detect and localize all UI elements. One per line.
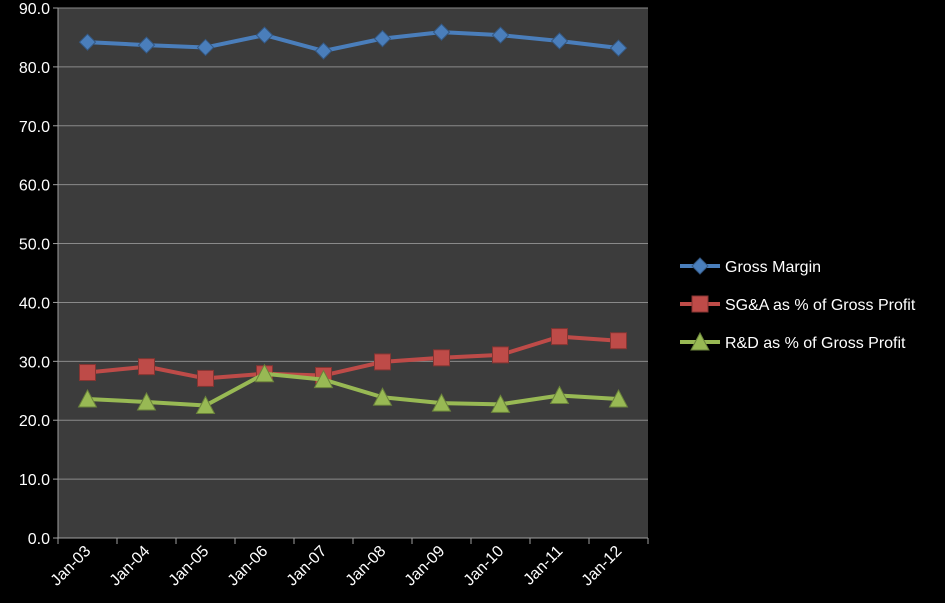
- series-line: [87, 334, 619, 381]
- data-point: [551, 328, 568, 346]
- data-point: [374, 353, 391, 371]
- data-point: [610, 332, 627, 350]
- y-tick-label: 10.0: [19, 472, 50, 489]
- x-tick-label: Jan-09: [402, 543, 449, 590]
- data-point: [431, 393, 452, 412]
- y-tick-label: 50.0: [19, 237, 50, 254]
- x-tick-label: Jan-10: [461, 543, 508, 590]
- y-tick-label: 90.0: [19, 1, 50, 18]
- legend-marker: [691, 295, 709, 313]
- y-tick-label: 20.0: [19, 413, 50, 430]
- y-tick-label: 80.0: [19, 60, 50, 77]
- data-point: [492, 346, 509, 364]
- legend-item: SG&A as % of Gross Profit: [680, 295, 916, 314]
- plot-area: [58, 8, 648, 538]
- x-tick-label: Jan-05: [166, 543, 213, 590]
- data-point: [195, 395, 216, 414]
- legend-marker: [691, 257, 709, 275]
- legend-label: R&D as % of Gross Profit: [725, 335, 906, 352]
- data-point: [550, 32, 569, 50]
- data-point: [78, 33, 97, 51]
- data-point: [313, 369, 334, 389]
- data-point: [255, 26, 274, 44]
- x-tick-label: Jan-12: [579, 543, 626, 590]
- data-point: [373, 29, 392, 48]
- data-point: [433, 349, 450, 367]
- series-0: [78, 23, 628, 60]
- series-line: [87, 371, 619, 408]
- data-point: [197, 369, 214, 387]
- data-point: [196, 38, 215, 57]
- y-tick-label: 70.0: [19, 119, 50, 136]
- data-point: [549, 385, 570, 404]
- legend-marker: [690, 331, 710, 351]
- series-line: [87, 30, 619, 53]
- y-tick-label: 30.0: [19, 354, 50, 371]
- data-point: [136, 391, 157, 411]
- y-tick-label: 40.0: [19, 295, 50, 312]
- x-tick-label: Jan-06: [225, 543, 272, 590]
- data-point: [608, 388, 629, 408]
- series-2: [77, 363, 629, 414]
- data-point: [79, 364, 96, 382]
- data-point: [432, 23, 451, 41]
- y-tick-label: 0.0: [28, 531, 50, 548]
- gridlines: [58, 7, 648, 539]
- x-tick-label: Jan-03: [48, 543, 95, 590]
- data-point: [138, 358, 155, 376]
- x-tick-label: Jan-11: [521, 543, 567, 589]
- data-point: [491, 26, 510, 44]
- data-point: [314, 42, 333, 60]
- x-tick-label: Jan-08: [343, 543, 390, 590]
- data-point: [490, 394, 511, 413]
- legend-item: Gross Margin: [680, 257, 821, 276]
- legend: Gross Margin SG&A as % of Gross Profit R&D…: [680, 257, 916, 352]
- y-tick-label: 60.0: [19, 178, 50, 195]
- legend-label: Gross Margin: [725, 259, 821, 276]
- data-point: [609, 39, 628, 57]
- series-group: [77, 23, 629, 414]
- data-point: [77, 388, 98, 408]
- data-point: [372, 387, 393, 406]
- x-tick-label: Jan-07: [284, 543, 331, 590]
- data-point: [254, 363, 275, 383]
- legend-item: R&D as % of Gross Profit: [680, 331, 906, 352]
- legend-label: SG&A as % of Gross Profit: [725, 297, 916, 314]
- data-point: [137, 36, 156, 54]
- x-tick-label: Jan-04: [107, 543, 154, 590]
